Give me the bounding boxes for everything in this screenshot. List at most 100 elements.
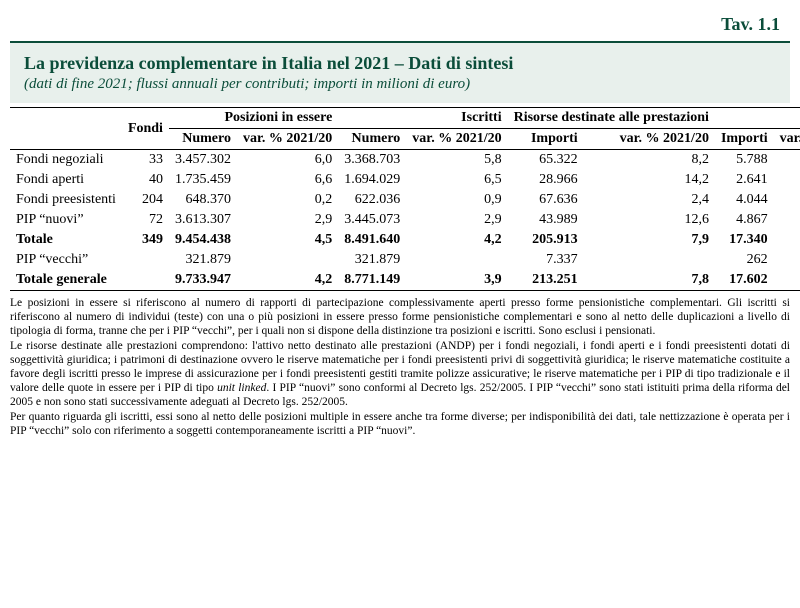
cell-isc_var: 6,5 (406, 170, 507, 190)
cell-pos_num: 9.454.438 (169, 230, 237, 250)
cell-isc_var: 4,2 (406, 230, 507, 250)
cell-fondi: 204 (122, 190, 169, 210)
cell-isc_var (406, 250, 507, 270)
cell-fondi: 72 (122, 210, 169, 230)
cell-pos_var: 2,9 (237, 210, 338, 230)
cell-fondi (122, 250, 169, 270)
table-row: PIP “nuovi”723.613.3072,93.445.0732,943.… (10, 210, 800, 230)
col-pos-numero: Numero (169, 129, 237, 150)
cell-pos_num: 3.457.302 (169, 150, 237, 171)
title-sub: (dati di fine 2021; flussi annuali per c… (24, 76, 776, 93)
cell-ris_imp: 65.322 (508, 150, 584, 171)
cell-isc_var: 5,8 (406, 150, 507, 171)
title-main: La previdenza complementare in Italia ne… (24, 53, 776, 74)
cell-pos_num: 1.735.459 (169, 170, 237, 190)
col-con-importi: Importi (715, 129, 774, 150)
cell-con_var: 12,7 (774, 170, 800, 190)
data-table: Fondi Posizioni in essere Iscritti Risor… (10, 107, 800, 291)
footnotes: Le posizioni in essere si riferiscono al… (10, 297, 790, 439)
footnote-1: Le posizioni in essere si riferiscono al… (10, 297, 790, 338)
cell-pos_num: 648.370 (169, 190, 237, 210)
cell-con_imp: 4.867 (715, 210, 774, 230)
cell-pos_var (237, 250, 338, 270)
cell-ris_var: 7,8 (584, 270, 715, 291)
table-row: Totale3499.454.4384,58.491.6404,2205.913… (10, 230, 800, 250)
cell-pos_var: 6,6 (237, 170, 338, 190)
cell-con_var (774, 250, 800, 270)
cell-ris_imp: 67.636 (508, 190, 584, 210)
cell-fondi (122, 270, 169, 291)
cell-con_imp: 17.340 (715, 230, 774, 250)
cell-con_imp: 2.641 (715, 170, 774, 190)
cell-isc_num: 3.445.073 (338, 210, 406, 230)
cell-fondi: 33 (122, 150, 169, 171)
cell-pos_var: 4,2 (237, 270, 338, 291)
cell-ris_var: 12,6 (584, 210, 715, 230)
cell-ris_var: 2,4 (584, 190, 715, 210)
cell-isc_num: 8.491.640 (338, 230, 406, 250)
cell-con_imp: 17.602 (715, 270, 774, 291)
cell-isc_num: 321.879 (338, 250, 406, 270)
cell-ris_imp: 7.337 (508, 250, 584, 270)
table-body: Fondi negoziali333.457.3026,03.368.7035,… (10, 150, 800, 291)
cell-pos_num: 9.733.947 (169, 270, 237, 291)
row-label: Fondi negoziali (10, 150, 122, 171)
cell-ris_imp: 43.989 (508, 210, 584, 230)
cell-isc_var: 2,9 (406, 210, 507, 230)
cell-con_var: 6,3 (774, 230, 800, 250)
cell-con_imp: 5.788 (715, 150, 774, 171)
cell-ris_imp: 205.913 (508, 230, 584, 250)
cell-ris_var (584, 250, 715, 270)
col-risorse: Risorse destinate alle prestazioni (508, 108, 715, 129)
cell-con_imp: 262 (715, 250, 774, 270)
cell-pos_var: 4,5 (237, 230, 338, 250)
col-isc-numero: Numero (338, 129, 406, 150)
document-container: Tav. 1.1 La previdenza complementare in … (10, 10, 790, 439)
cell-isc_num: 8.771.149 (338, 270, 406, 291)
cell-con_var: 3,1 (774, 190, 800, 210)
table-row: Fondi aperti401.735.4596,61.694.0296,528… (10, 170, 800, 190)
row-label: Fondi preesistenti (10, 190, 122, 210)
cell-con_var: 5,5 (774, 150, 800, 171)
cell-ris_var: 7,9 (584, 230, 715, 250)
col-ris-importi: Importi (508, 129, 584, 150)
footnote-3: Per quanto riguarda gli iscritti, essi s… (10, 411, 790, 439)
cell-isc_num: 1.694.029 (338, 170, 406, 190)
cell-fondi: 40 (122, 170, 169, 190)
cell-ris_imp: 28.966 (508, 170, 584, 190)
table-row: Fondi negoziali333.457.3026,03.368.7035,… (10, 150, 800, 171)
footnote-2: Le risorse destinate alle prestazioni co… (10, 340, 790, 409)
footnote-2-unit: unit linked (217, 382, 266, 394)
table-row: Totale generale9.733.9474,28.771.1493,92… (10, 270, 800, 291)
cell-con_var: 6,8 (774, 210, 800, 230)
cell-pos_num: 321.879 (169, 250, 237, 270)
cell-ris_var: 14,2 (584, 170, 715, 190)
cell-fondi: 349 (122, 230, 169, 250)
cell-isc_var: 0,9 (406, 190, 507, 210)
cell-isc_num: 3.368.703 (338, 150, 406, 171)
cell-ris_var: 8,2 (584, 150, 715, 171)
col-isc-var: var. % 2021/20 (406, 129, 507, 150)
row-label: PIP “nuovi” (10, 210, 122, 230)
cell-pos_num: 3.613.307 (169, 210, 237, 230)
col-iscritti: Iscritti (338, 108, 507, 129)
col-contributi: Contributi (715, 108, 800, 129)
row-label: Fondi aperti (10, 170, 122, 190)
cell-ris_imp: 213.251 (508, 270, 584, 291)
cell-pos_var: 0,2 (237, 190, 338, 210)
col-con-var: var. % 2021/20 (774, 129, 800, 150)
row-label: Totale generale (10, 270, 122, 291)
table-row: PIP “vecchi”321.879321.8797.337262 (10, 250, 800, 270)
table-row: Fondi preesistenti204648.3700,2622.0360,… (10, 190, 800, 210)
table-number: Tav. 1.1 (10, 10, 790, 41)
cell-isc_num: 622.036 (338, 190, 406, 210)
cell-pos_var: 6,0 (237, 150, 338, 171)
cell-con_var: 6,1 (774, 270, 800, 291)
col-ris-var: var. % 2021/20 (584, 129, 715, 150)
col-pos-var: var. % 2021/20 (237, 129, 338, 150)
cell-con_imp: 4.044 (715, 190, 774, 210)
col-fondi: Fondi (122, 108, 169, 150)
title-block: La previdenza complementare in Italia ne… (10, 41, 790, 103)
col-posizioni: Posizioni in essere (169, 108, 338, 129)
col-blank (10, 108, 122, 150)
